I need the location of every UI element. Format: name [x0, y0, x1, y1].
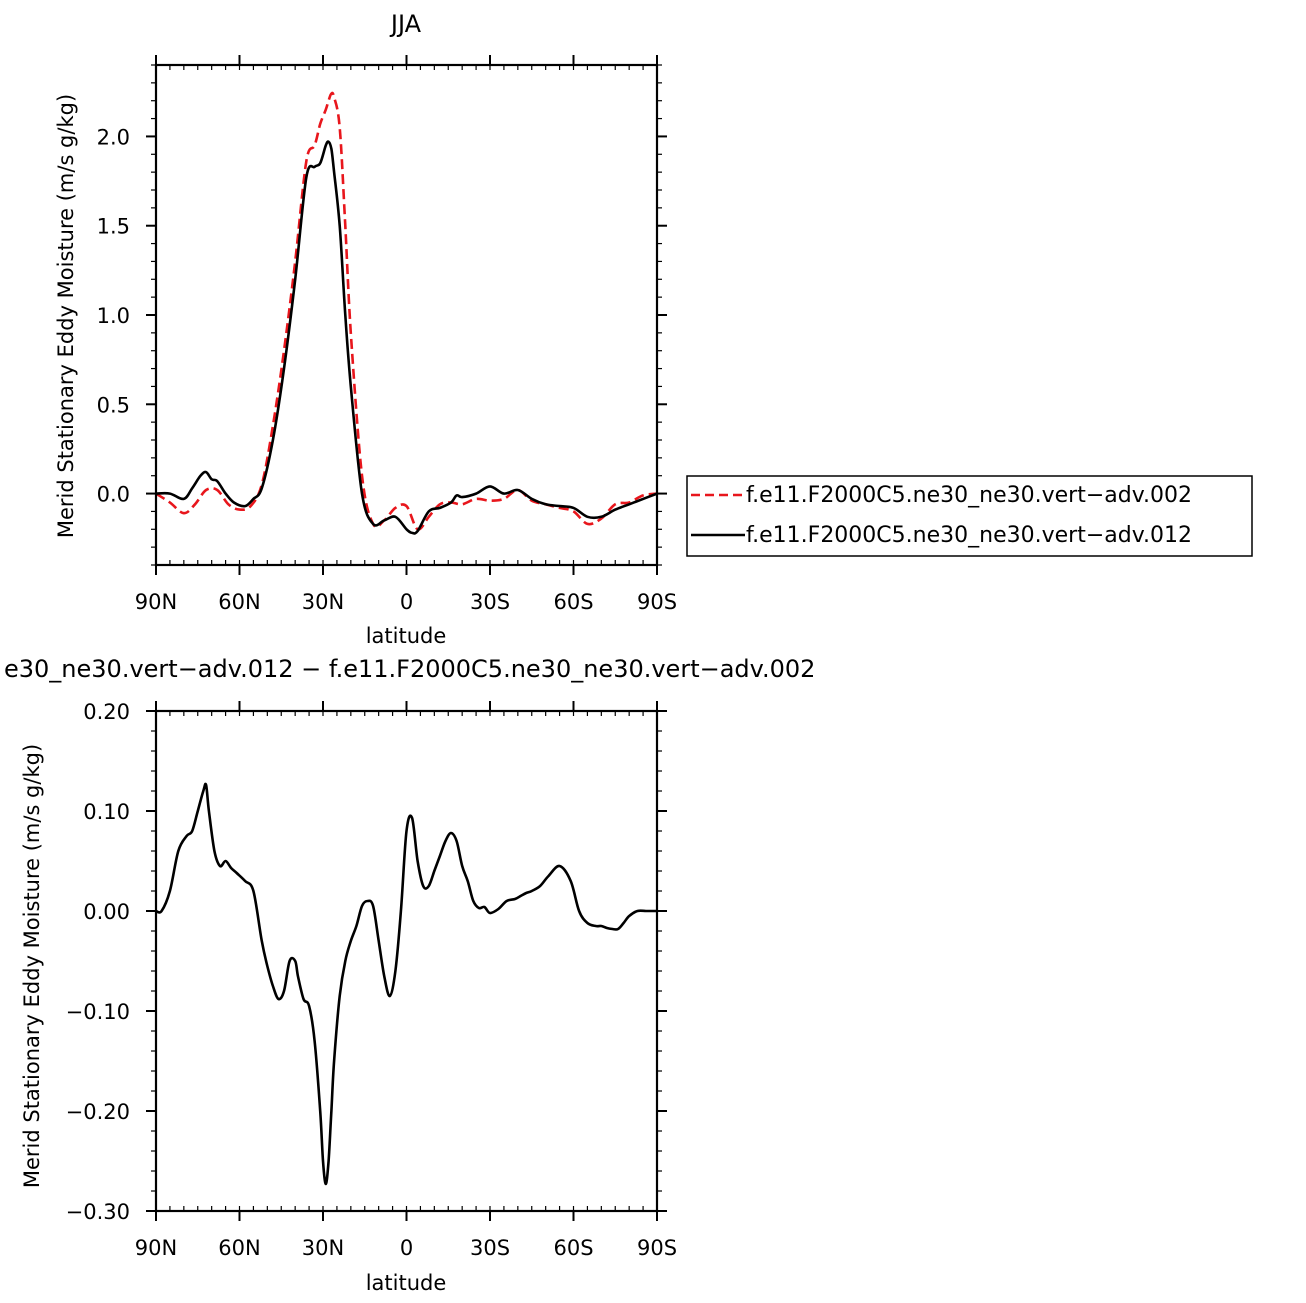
top-y-tick-label: 1.5 — [97, 215, 130, 239]
bottom-x-axis-title: latitude — [366, 1271, 447, 1295]
top-chart-title: JJA — [389, 10, 422, 38]
top-chart-ticks — [146, 55, 667, 575]
bottom-x-tick-label: 30S — [470, 1236, 510, 1260]
top-line-chart: JJA 90N 60N 30N 0 30S 60S 90S 0.00.51.01.52.0 … — [54, 10, 677, 648]
top-y-tick-label: 0.0 — [97, 483, 130, 507]
bottom-y-tick-label: −0.10 — [66, 1000, 130, 1024]
bottom-series-line-0 — [155, 782, 657, 1186]
bottom-x-tick-label: 0 — [400, 1236, 413, 1260]
top-series-line-1 — [155, 140, 658, 535]
top-x-tick-labels: 90N 60N 30N 0 30S 60S 90S — [135, 590, 677, 614]
bottom-y-tick-labels: 0.20 0.10 0.00 −0.10 −0.20 −0.30 — [66, 700, 130, 1224]
bottom-x-tick-label: 60N — [218, 1236, 260, 1260]
bottom-y-tick-label: 0.00 — [83, 900, 130, 924]
legend: f.e11.F2000C5.ne30_ne30.vert−adv.002 f.e… — [686, 475, 1253, 557]
top-chart-series — [155, 91, 658, 535]
legend-label-012: f.e11.F2000C5.ne30_ne30.vert−adv.012 — [746, 523, 1192, 548]
bottom-chart-title: e30_ne30.vert−adv.012 − f.e11.F2000C5.ne… — [4, 655, 815, 683]
bottom-line-chart: e30_ne30.vert−adv.012 − f.e11.F2000C5.ne… — [4, 655, 815, 1295]
top-x-tick-label: 30S — [470, 590, 510, 614]
bottom-x-tick-label: 30N — [302, 1236, 344, 1260]
bottom-x-tick-label: 90N — [135, 1236, 177, 1260]
top-x-tick-label: 30N — [302, 590, 344, 614]
bottom-y-axis-title: Merid Stationary Eddy Moisture (m/s g/kg… — [20, 744, 44, 1188]
bottom-y-tick-label: −0.30 — [66, 1200, 130, 1224]
top-y-tick-labels: 0.0 0.5 1.0 1.5 2.0 — [97, 125, 130, 506]
top-y-tick-label: 2.0 — [97, 125, 130, 149]
top-plot-frame — [154, 63, 659, 567]
bottom-y-tick-label: −0.20 — [66, 1100, 130, 1124]
top-x-axis-title: latitude — [366, 624, 447, 648]
bottom-y-tick-label: 0.20 — [83, 700, 130, 724]
top-x-tick-label: 0 — [400, 590, 413, 614]
bottom-chart-series — [155, 782, 657, 1186]
bottom-x-tick-labels: 90N 60N 30N 0 30S 60S 90S — [135, 1236, 677, 1260]
bottom-x-tick-label: 90S — [637, 1236, 677, 1260]
legend-box — [686, 475, 1253, 557]
top-y-tick-label: 0.5 — [97, 393, 130, 417]
bottom-plot-frame — [154, 709, 659, 1213]
bottom-chart-ticks — [146, 701, 667, 1221]
top-y-tick-label: 1.0 — [97, 304, 130, 328]
bottom-x-tick-label: 60S — [553, 1236, 593, 1260]
top-y-axis-title: Merid Stationary Eddy Moisture (m/s g/kg… — [54, 94, 78, 538]
top-x-tick-label: 90S — [637, 590, 677, 614]
top-x-tick-label: 60N — [218, 590, 260, 614]
top-x-tick-label: 90N — [135, 590, 177, 614]
top-series-line-0 — [155, 91, 658, 531]
bottom-y-tick-label: 0.10 — [83, 800, 130, 824]
legend-label-002: f.e11.F2000C5.ne30_ne30.vert−adv.002 — [746, 483, 1192, 508]
top-x-tick-label: 60S — [553, 590, 593, 614]
